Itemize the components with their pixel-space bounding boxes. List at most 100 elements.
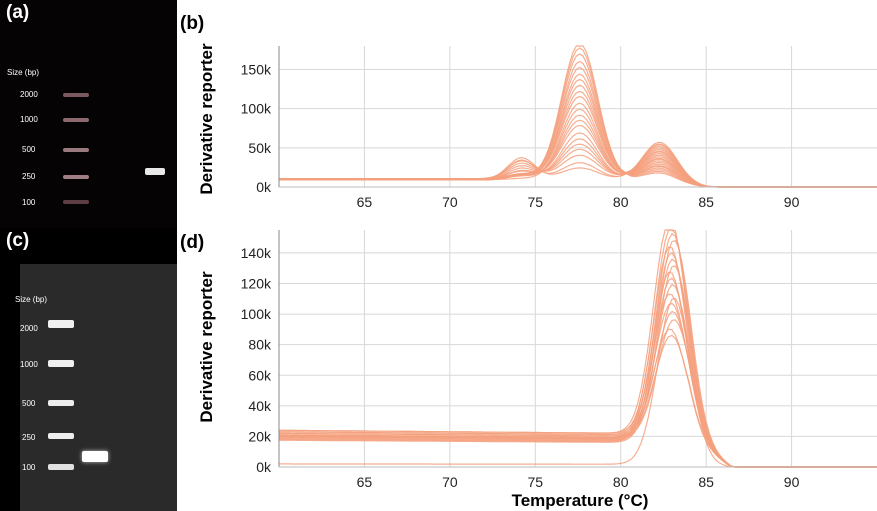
series-line	[279, 232, 877, 468]
x-tick-label: 80	[613, 474, 629, 490]
x-tick-label: 65	[357, 194, 373, 210]
series-line	[279, 53, 877, 188]
series-line	[279, 95, 877, 188]
x-tick-label: 65	[357, 474, 373, 490]
y-tick-label: 140k	[241, 245, 272, 261]
y-tick-label: 100k	[241, 306, 272, 322]
ladder-band	[63, 175, 89, 179]
gel-image-a: (a) Size (bp) 2000 1000 500 250 100	[0, 0, 177, 228]
series-line	[279, 124, 877, 188]
y-tick-label: 40k	[248, 398, 272, 414]
series-line	[279, 246, 877, 468]
series-line	[279, 310, 877, 468]
gel-c-ladder-2000: 2000	[20, 324, 38, 333]
gel-a-size-header: Size (bp)	[7, 68, 40, 77]
series-line	[279, 138, 877, 188]
series-line	[279, 108, 877, 188]
plot-d-curves	[278, 229, 877, 468]
series-line	[279, 145, 877, 188]
sample-band	[82, 451, 108, 462]
x-tick-label: 70	[442, 474, 458, 490]
series-line	[279, 271, 877, 468]
plot-d-axes: 65 70 75 80 85 90 0k 20k 40k 60k 80k 100k 120k 140k	[241, 230, 877, 490]
gel-c-ladder-250: 250	[22, 433, 36, 442]
gel-a-ladder-100: 100	[22, 198, 36, 207]
series-line	[279, 114, 877, 188]
plot-b-axes: 65 70 75 80 85 90 0k 50k 100k 150k	[241, 46, 877, 210]
y-tick-label: 20k	[248, 428, 272, 444]
gel-c-ladder-100: 100	[22, 463, 36, 472]
ladder-band	[48, 433, 74, 439]
gel-c-ladder-1000: 1000	[20, 360, 38, 369]
y-tick-label: 0k	[256, 179, 272, 195]
panel-label-d: (d)	[180, 232, 204, 253]
series-line	[279, 239, 877, 468]
series-line	[279, 60, 877, 188]
series-line	[278, 265, 877, 468]
panel-label-c: (c)	[6, 230, 30, 251]
ladder-band	[63, 148, 89, 152]
series-line	[279, 277, 877, 468]
series-line	[279, 229, 877, 468]
y-tick-label: 50k	[248, 140, 272, 156]
series-line	[278, 302, 877, 468]
x-tick-label: 90	[784, 474, 800, 490]
series-line	[279, 293, 877, 468]
x-tick-label: 85	[698, 194, 714, 210]
panel-label-a: (a)	[6, 2, 30, 23]
ladder-band	[48, 400, 74, 406]
series-line	[279, 252, 877, 468]
series-line	[279, 132, 877, 188]
plot-d-ylabel: Derivative reporter	[197, 271, 216, 423]
ladder-band	[48, 464, 74, 470]
x-tick-label: 90	[784, 194, 800, 210]
y-tick-label: 0k	[256, 459, 272, 475]
y-tick-label: 150k	[241, 62, 272, 78]
panel-label-b: (b)	[180, 13, 204, 34]
series-line	[279, 45, 877, 188]
gel-a-ladder-500: 500	[22, 145, 36, 154]
y-tick-label: 60k	[248, 367, 272, 383]
series-line	[278, 229, 877, 468]
plot-b-curves	[279, 45, 877, 188]
series-line	[279, 258, 877, 468]
gel-a-ladder-250: 250	[22, 172, 36, 181]
sample-band	[145, 168, 165, 175]
ladder-band	[63, 118, 89, 122]
series-line	[278, 283, 877, 468]
series-line	[279, 119, 877, 188]
gel-c-lanes: Size (bp) 2000 1000 500 250 100	[15, 264, 177, 511]
x-tick-label: 75	[527, 194, 543, 210]
gel-a-ladder-2000: 2000	[20, 90, 38, 99]
series-line	[279, 319, 877, 468]
x-tick-label: 75	[527, 474, 543, 490]
series-line	[279, 66, 877, 188]
y-tick-label: 120k	[241, 276, 272, 292]
gel-c-size-header: Size (bp)	[15, 295, 48, 304]
y-tick-label: 100k	[241, 101, 272, 117]
ladder-band	[63, 200, 89, 204]
ladder-band	[63, 93, 89, 97]
x-tick-label: 85	[698, 474, 714, 490]
series-line	[279, 328, 877, 468]
ladder-band	[48, 320, 74, 328]
series-line	[279, 102, 877, 188]
plot-d-xlabel: Temperature (°C)	[512, 491, 649, 510]
series-line	[279, 143, 877, 188]
gel-c-ladder-500: 500	[22, 399, 36, 408]
series-line	[279, 334, 877, 468]
series-line	[279, 144, 877, 188]
series-line	[279, 143, 877, 188]
series-line	[279, 297, 877, 468]
gel-a-ladder-1000: 1000	[20, 115, 38, 124]
series-line	[279, 73, 877, 188]
series-line	[279, 90, 877, 188]
y-tick-label: 80k	[248, 337, 272, 353]
series-line	[279, 47, 877, 188]
ladder-band	[48, 360, 74, 367]
x-tick-label: 80	[613, 194, 629, 210]
plot-b-ylabel: Derivative reporter	[197, 43, 216, 195]
series-line	[279, 78, 877, 188]
plot-b-grid	[279, 46, 877, 188]
series-line	[279, 84, 877, 188]
